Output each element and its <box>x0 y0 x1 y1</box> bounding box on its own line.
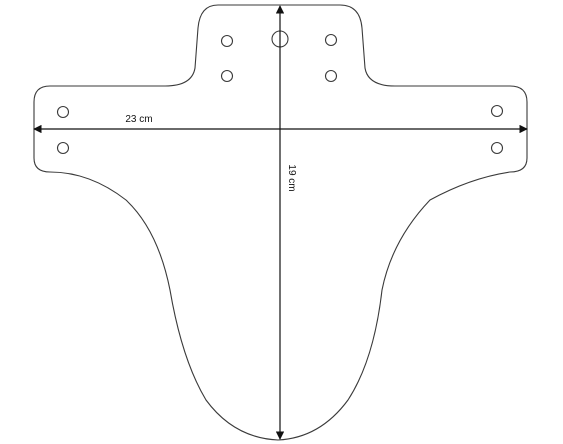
width-dimension-label: 23 cm <box>125 114 152 125</box>
top-right-hole-upper <box>324 33 338 47</box>
left-wing-hole-lower <box>56 141 70 155</box>
top-right-hole-lower <box>324 69 338 83</box>
top-left-hole-upper <box>220 34 234 48</box>
top-left-hole-lower <box>220 69 234 83</box>
left-wing-hole-upper <box>56 105 70 119</box>
right-wing-hole-lower <box>490 141 504 155</box>
right-wing-hole-upper <box>490 104 504 118</box>
height-dimension-label: 19 cm <box>286 164 297 191</box>
fender-outline <box>33 4 528 441</box>
